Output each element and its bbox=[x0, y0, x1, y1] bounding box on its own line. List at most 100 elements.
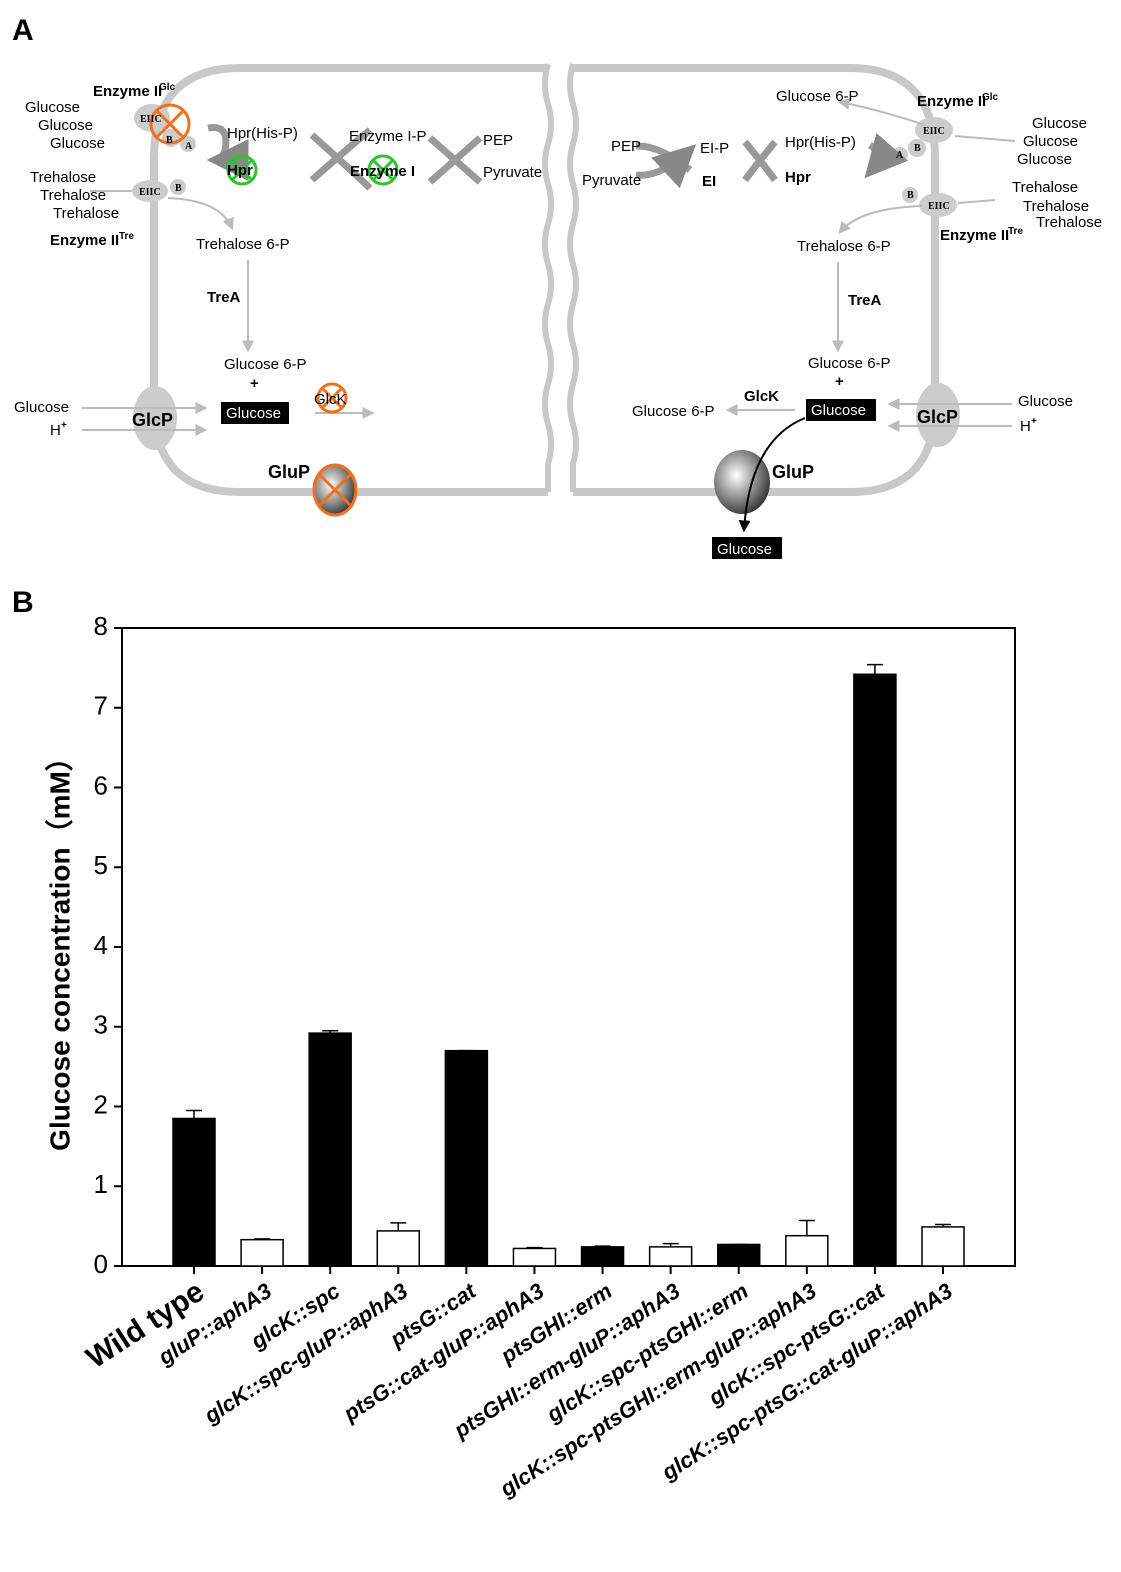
y-tick-label: 0 bbox=[94, 1249, 108, 1279]
arrow bbox=[954, 135, 1016, 142]
diagram-label: PEP bbox=[611, 138, 641, 155]
bar bbox=[921, 1226, 965, 1267]
diagram-label: Trehalose bbox=[1012, 179, 1078, 196]
diagram-label: Glucose bbox=[1023, 133, 1078, 150]
diagram-label: Glucose bbox=[717, 541, 772, 558]
bar bbox=[376, 1230, 421, 1267]
diagram-label: Hpr(His-P) bbox=[227, 125, 298, 142]
diagram-label: EI-P bbox=[700, 140, 729, 157]
diagram-label: Trehalose bbox=[40, 187, 106, 204]
diagram-label: Trehalose bbox=[1023, 198, 1089, 215]
bar bbox=[648, 1246, 693, 1267]
y-tick-label: 5 bbox=[94, 850, 108, 880]
diagram-label: Enzyme II bbox=[93, 83, 162, 100]
error-bar bbox=[594, 1245, 611, 1247]
diagram-label: Glucose bbox=[14, 399, 69, 416]
error-bar bbox=[935, 1223, 951, 1227]
diagram-label: + bbox=[1031, 416, 1037, 427]
diagram-label: H bbox=[50, 422, 61, 439]
diagram-label: + bbox=[61, 420, 67, 431]
y-tick-label: 2 bbox=[94, 1089, 108, 1119]
diagram-label: EI bbox=[702, 173, 716, 190]
diagram-label: H bbox=[1020, 418, 1031, 435]
diagram-label: Glucose 6-P bbox=[632, 403, 715, 420]
diagram-label: Glucose bbox=[226, 405, 281, 422]
diagram-label: GlcP bbox=[917, 407, 958, 427]
diagram-label: Trehalose bbox=[30, 169, 96, 186]
bar bbox=[716, 1243, 761, 1267]
b-domain bbox=[902, 187, 918, 203]
diagram-label: B bbox=[175, 183, 182, 194]
error-bar bbox=[798, 1219, 815, 1236]
exchange bbox=[635, 146, 690, 175]
diagram-label: EIIC bbox=[928, 201, 950, 212]
y-tick-label: 8 bbox=[94, 611, 108, 641]
panel-label: A bbox=[12, 14, 34, 47]
membrane-break bbox=[542, 63, 554, 492]
diagram-label: Hpr bbox=[785, 169, 811, 186]
diagram-label: GlcK bbox=[314, 391, 347, 408]
error-bar bbox=[526, 1246, 543, 1249]
diagram-label: Enzyme I bbox=[350, 163, 415, 180]
diagram-label: Enzyme II bbox=[940, 227, 1009, 244]
diagram-label: EIIC bbox=[140, 114, 162, 125]
cell-left bbox=[150, 64, 548, 496]
diagram-label: Trehalose bbox=[1036, 214, 1102, 231]
export-arrow bbox=[738, 417, 806, 533]
diagram-label: Glucose bbox=[1032, 115, 1087, 132]
error-bar bbox=[866, 663, 883, 675]
diagram-label: Trehalose 6-P bbox=[196, 236, 290, 253]
diagram-label: Glucose bbox=[1017, 151, 1072, 168]
bar bbox=[580, 1246, 625, 1267]
diagram-label: B bbox=[914, 143, 921, 154]
diagram-label: Tre bbox=[1008, 226, 1023, 237]
bar bbox=[785, 1234, 829, 1267]
arrow bbox=[167, 197, 234, 231]
diagram-label: GlcP bbox=[132, 410, 173, 430]
diagram-label: Hpr(His-P) bbox=[785, 134, 856, 151]
knockout bbox=[316, 382, 348, 414]
cell-right bbox=[573, 64, 939, 496]
diagram-label: TreA bbox=[848, 292, 882, 309]
arrow bbox=[864, 132, 908, 179]
knockout-cross bbox=[371, 158, 395, 182]
arrow bbox=[206, 123, 249, 181]
eiic bbox=[132, 180, 168, 202]
y-tick-label: 4 bbox=[94, 930, 108, 960]
bar bbox=[172, 1117, 216, 1267]
diagram-label: Enzyme II bbox=[50, 232, 119, 249]
diagram-label: Glucose bbox=[25, 99, 80, 116]
exchange bbox=[742, 139, 778, 183]
diagram-label: Glc bbox=[159, 82, 176, 93]
knockout-cross bbox=[318, 473, 352, 507]
diagram-label: Enzyme II bbox=[917, 93, 986, 110]
diagram-label: Pyruvate bbox=[483, 164, 542, 181]
error-bar bbox=[254, 1238, 271, 1240]
knockout bbox=[149, 103, 191, 145]
diagram-label: Glucose 6-P bbox=[224, 356, 307, 373]
knockout-cross bbox=[155, 109, 185, 139]
diagram-label: + bbox=[835, 373, 844, 390]
arrow bbox=[838, 205, 923, 234]
glcp bbox=[133, 386, 177, 450]
diagram-label: EIIC bbox=[139, 187, 161, 198]
b-domain bbox=[170, 179, 186, 195]
diagram-label: Glc bbox=[982, 92, 999, 103]
exchange bbox=[427, 135, 483, 185]
box bbox=[712, 537, 782, 559]
diagram-label: GluP bbox=[268, 462, 310, 482]
b-domain bbox=[908, 139, 926, 157]
diagram-label: PEP bbox=[483, 132, 513, 149]
diagram-label: Pyruvate bbox=[582, 172, 641, 189]
error-bar bbox=[662, 1242, 679, 1247]
box bbox=[221, 402, 289, 424]
diagram-label: GluP bbox=[772, 462, 814, 482]
y-axis-label: Glucose concentration（mM） bbox=[43, 743, 75, 1151]
diagram-label: Enzyme I-P bbox=[349, 128, 427, 145]
bar-chart: Glucose concentration（mM） 012345678Wild … bbox=[43, 611, 1016, 1502]
diagram-label: Trehalose 6-P bbox=[797, 238, 891, 255]
error-bar bbox=[322, 1029, 339, 1034]
diagram-label: Trehalose bbox=[53, 205, 119, 222]
error-bar bbox=[186, 1109, 202, 1119]
